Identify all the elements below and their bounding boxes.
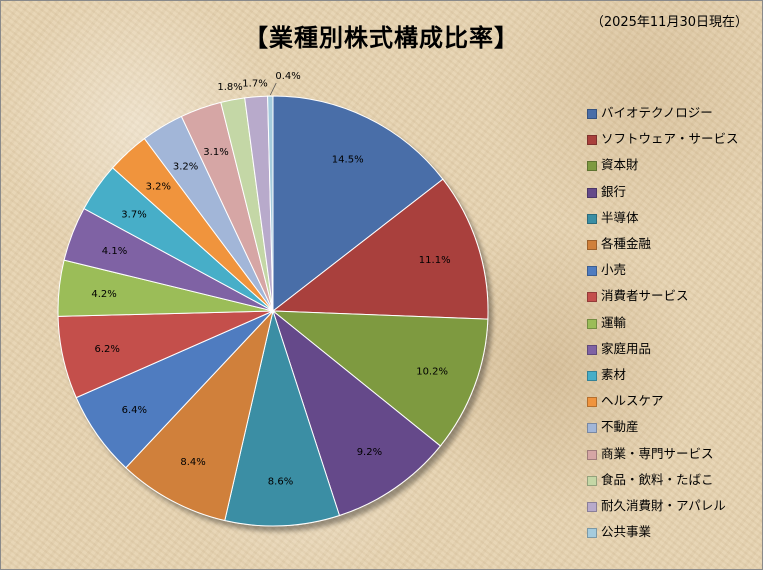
pie-slice — [272, 309, 442, 517]
data-label: 14.5% — [332, 155, 364, 166]
legend-label: 家庭用品 — [601, 340, 652, 356]
legend-label: 公共事業 — [601, 524, 652, 540]
legend-label: バイオテクノロジー — [601, 105, 713, 120]
legend-label: 銀行 — [601, 183, 627, 199]
legend-label: ヘルスケア — [601, 393, 664, 409]
legend-swatch — [587, 423, 597, 434]
legend-label: 小売 — [601, 262, 627, 278]
legend-swatch — [587, 292, 597, 303]
data-label: 3.2% — [146, 182, 171, 193]
legend-swatch — [587, 266, 597, 277]
data-label: 4.1% — [102, 246, 127, 257]
chart-title: 【業種別株式構成比率】 — [244, 24, 519, 52]
legend-label: 食品・飲料・たばこ — [601, 471, 714, 487]
data-label: 10.2% — [416, 367, 448, 378]
data-label: 1.8% — [217, 82, 242, 93]
data-label: 0.4% — [275, 71, 300, 82]
pie-slice — [267, 95, 274, 312]
legend-swatch — [587, 135, 597, 146]
legend-swatch — [587, 240, 597, 250]
pie-slice — [271, 178, 489, 320]
legend-swatch — [587, 109, 597, 119]
legend-swatch — [587, 502, 597, 512]
legend-label: ソフトウェア・サービス — [601, 131, 739, 147]
legend-label: 素材 — [601, 367, 627, 382]
leader-line — [269, 82, 277, 96]
legend-swatch — [587, 161, 597, 172]
pie-slice — [224, 309, 341, 527]
legend-swatch — [587, 397, 597, 408]
legend-swatch — [587, 371, 597, 381]
pie-slice — [125, 309, 274, 522]
legend-label: 各種金融 — [601, 236, 652, 251]
data-label: 3.2% — [173, 161, 198, 172]
data-label: 11.1% — [419, 255, 451, 266]
pie-slice — [271, 310, 489, 447]
legend-label: 半導体 — [601, 209, 639, 225]
data-label: 8.6% — [268, 477, 293, 488]
legend-label: 資本財 — [601, 157, 639, 173]
legend-label: 耐久消費財・アパレル — [601, 498, 726, 513]
legend-swatch — [587, 475, 597, 486]
legend-label: 運輸 — [601, 314, 627, 330]
legend-swatch — [587, 344, 597, 355]
data-label: 4.2% — [91, 289, 116, 300]
data-label: 9.2% — [357, 447, 382, 458]
data-label: 3.7% — [121, 209, 146, 220]
date-note: （2025年11月30日現在） — [590, 15, 748, 30]
legend-label: 不動産 — [601, 419, 639, 435]
data-label: 6.2% — [94, 344, 119, 355]
legend-swatch — [587, 318, 597, 329]
legend-label: 商業・専門サービス — [601, 445, 714, 461]
legend-swatch — [587, 449, 597, 460]
data-label: 3.1% — [203, 147, 228, 158]
data-label: 8.4% — [180, 457, 205, 468]
legend-swatch — [587, 213, 597, 224]
data-label: 1.7% — [242, 79, 267, 90]
legend-label: 消費者サービス — [601, 288, 689, 304]
legend-swatch — [587, 187, 597, 198]
pie-slice — [272, 95, 444, 313]
legend-swatch — [587, 528, 597, 539]
data-label: 6.4% — [122, 405, 147, 416]
